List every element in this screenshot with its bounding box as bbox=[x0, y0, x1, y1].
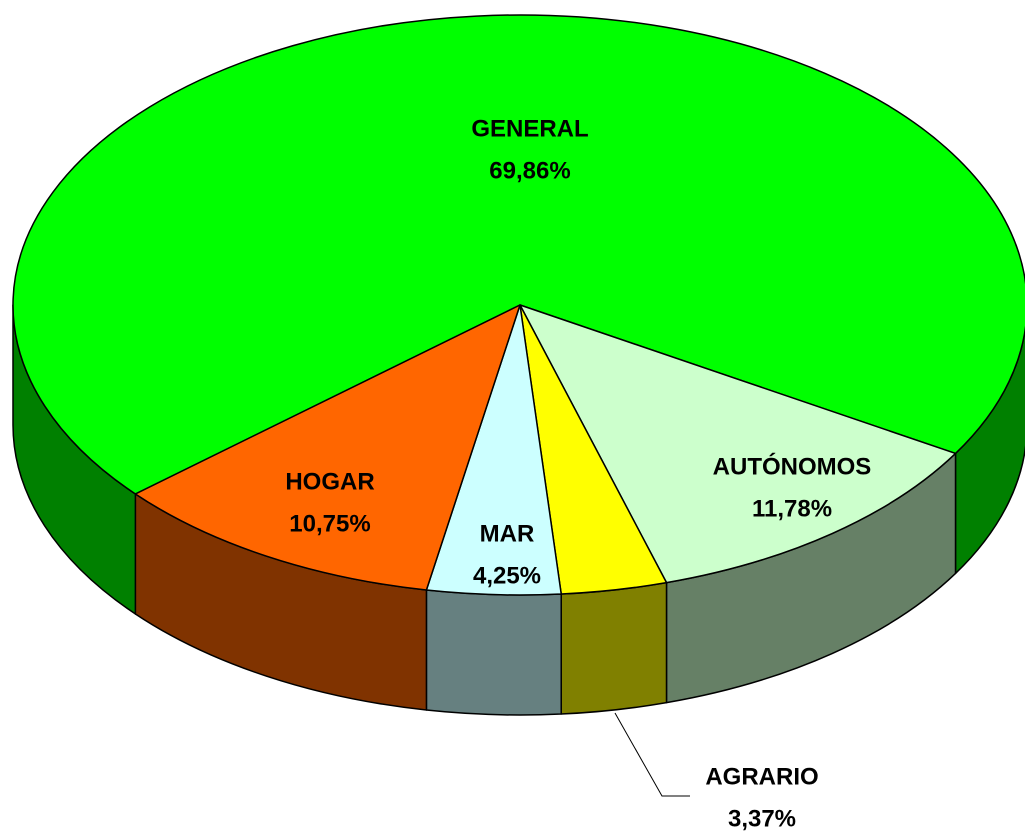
slice bbox=[519, 304, 957, 584]
slice-value-label: 3,37% bbox=[728, 805, 796, 832]
slice bbox=[12, 14, 1025, 495]
slice-label: MAR bbox=[480, 520, 535, 547]
slice-side bbox=[560, 581, 668, 715]
slice-side bbox=[425, 589, 562, 716]
slice-label: AGRARIO bbox=[705, 763, 818, 790]
slice-label: HOGAR bbox=[285, 468, 374, 495]
slice-value-label: 11,78% bbox=[752, 495, 832, 522]
leader-line bbox=[614, 712, 690, 797]
slice bbox=[134, 304, 521, 591]
slice-label: AUTÓNOMOS bbox=[713, 452, 872, 480]
slice-value-label: 10,75% bbox=[289, 510, 370, 537]
slice-label: GENERAL bbox=[471, 115, 588, 142]
slice-value-label: 69,86% bbox=[489, 157, 570, 184]
slice-value-label: 4,25% bbox=[473, 562, 541, 589]
